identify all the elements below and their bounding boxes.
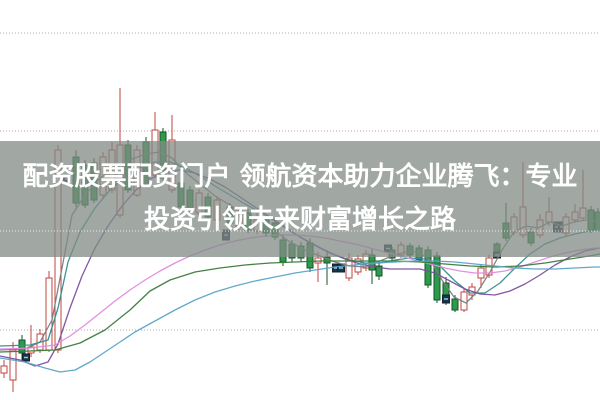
- headline-line-2: 投资引领未来财富增长之路: [143, 205, 456, 235]
- headline-overlay: 配资股票配资门户 领航资本助力企业腾飞：专业 投资引领未来财富增长之路: [0, 141, 600, 257]
- ma-lightblue: [0, 260, 600, 373]
- headline-line-1: 配资股票配资门户 领航资本助力企业腾飞：专业: [22, 162, 578, 192]
- overlay-band: [0, 141, 600, 257]
- gridlines: [0, 32, 600, 331]
- ma-green: [0, 253, 600, 353]
